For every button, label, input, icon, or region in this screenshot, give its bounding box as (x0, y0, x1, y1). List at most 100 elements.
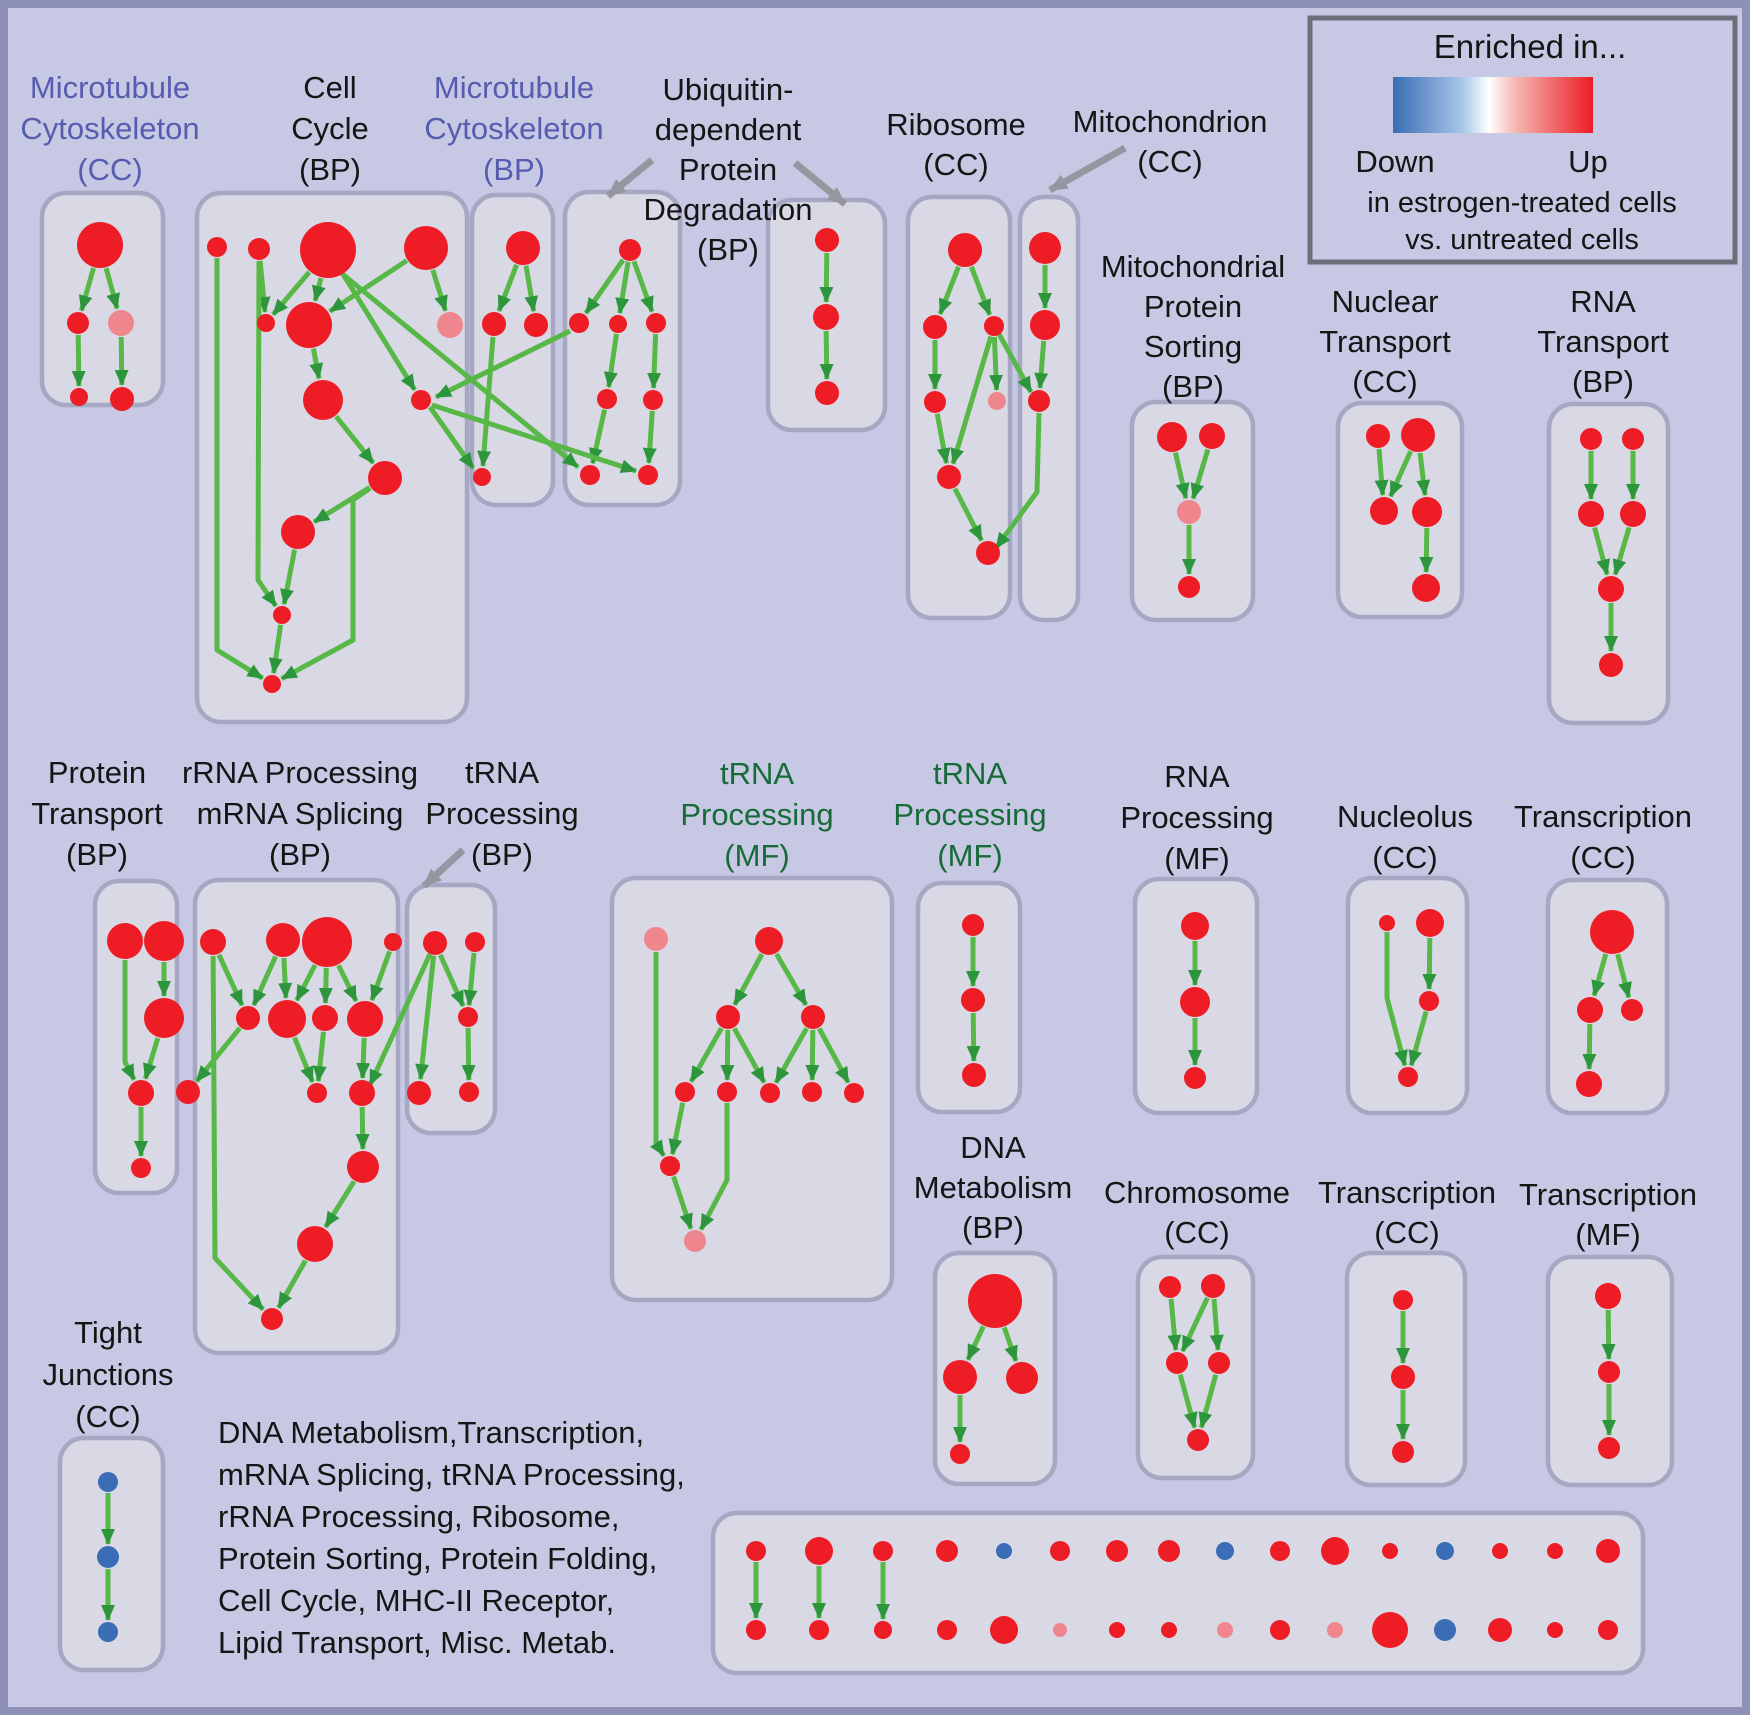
cluster-label-ubiquitin-degradation-bp-1: Degradation (644, 192, 813, 227)
graph-edge (1419, 527, 1434, 573)
graph-node-red (67, 312, 89, 334)
graph-node-red (1598, 576, 1624, 602)
cluster-label-rna-processing-mf: (MF) (1164, 841, 1229, 876)
graph-node-red (755, 927, 783, 955)
cross-cluster-edge (993, 412, 1042, 550)
cluster-label-trna-processing-mf-1: tRNA (720, 756, 794, 791)
graph-node-blue (98, 1472, 118, 1492)
cluster-label-ribosome-cc: Ribosome (886, 107, 1026, 142)
graph-edge (336, 964, 359, 1003)
graph-node-red (962, 914, 984, 936)
graph-node-red (948, 233, 982, 267)
cluster-label-microtubule-cytoskeleton-bp: (BP) (483, 152, 545, 187)
cluster-label-rna-transport-bp: RNA (1570, 284, 1636, 319)
annotation-arrows-layer (421, 144, 1127, 889)
cluster-label-ubiquitin-degradation-bp-1: dependent (655, 112, 802, 147)
graph-node-pink (1053, 1623, 1067, 1637)
cluster-label-dna-metabolism-bp: Metabolism (914, 1170, 1073, 1205)
graph-edge (1388, 450, 1413, 498)
graph-edge (523, 265, 539, 313)
cluster-label-ubiquitin-degradation-bp-1: Protein (679, 152, 777, 187)
graph-node-red (1161, 1622, 1177, 1638)
graph-edge (1034, 340, 1049, 389)
cluster-box-misc-enriched-terms (710, 1510, 1646, 1676)
graph-edge (642, 410, 657, 464)
cluster-label-nuclear-transport-cc: Transport (1319, 324, 1451, 359)
cluster-label-protein-transport-bp: Transport (31, 796, 163, 831)
graph-node-red (1547, 1622, 1563, 1638)
graph-edge (280, 549, 298, 606)
cluster-label-chromosome-cc: (CC) (1164, 1215, 1229, 1250)
graph-edge (1582, 1023, 1597, 1070)
graph-edge (819, 330, 834, 380)
cluster-label-nuclear-transport-cc: (CC) (1352, 364, 1417, 399)
cluster-label-mitochondrial-protein-sorting-bp: Mitochondrial (1101, 249, 1285, 284)
graph-edge (280, 486, 372, 681)
graph-node-red (643, 390, 663, 410)
graph-node-red (961, 988, 985, 1012)
legend-down-label: Down (1355, 144, 1434, 179)
graph-node-red (312, 1005, 338, 1031)
graph-edge (649, 952, 666, 1158)
graph-node-pink (108, 310, 134, 336)
graph-node-red (248, 238, 270, 260)
graph-edge (819, 252, 834, 303)
graph-edge (732, 953, 765, 1006)
cluster-label-rna-transport-bp: Transport (1537, 324, 1669, 359)
legend-box (1307, 15, 1738, 265)
graph-edge (278, 957, 293, 999)
graph-node-red (962, 1063, 986, 1087)
graph-node-red (1208, 1352, 1230, 1374)
cluster-label-chromosome-cc: Chromosome (1104, 1175, 1290, 1210)
graph-node-red (646, 313, 666, 333)
graph-node-red (1547, 1543, 1563, 1559)
graph-edge (143, 1037, 161, 1080)
graph-edge (496, 263, 519, 312)
graph-node-red (968, 1274, 1022, 1328)
graph-edge (647, 333, 662, 389)
graph-node-red (347, 1151, 379, 1183)
graph-edge (1177, 1373, 1198, 1429)
cluster-box-ubiquitin-degradation-bp-1 (562, 189, 683, 508)
graph-node-red (257, 314, 275, 332)
graph-edge (438, 953, 466, 1008)
graph-node-red (1180, 987, 1210, 1017)
graph-node-red (458, 1007, 478, 1027)
graph-node-red (873, 1541, 893, 1561)
cross-cluster-edge (367, 952, 433, 1087)
graph-node-red (266, 923, 300, 957)
graph-node-red (368, 461, 402, 495)
note-line: rRNA Processing, Ribosome, (218, 1499, 619, 1534)
cluster-box-transcription-cc-row2 (1545, 877, 1670, 1116)
graph-node-red (1577, 997, 1603, 1023)
graph-edge (71, 334, 86, 387)
cluster-label-rna-processing-mf: RNA (1164, 759, 1230, 794)
graph-node-red (716, 1005, 740, 1029)
graph-node-pink (684, 1230, 706, 1252)
graph-edge (328, 258, 409, 314)
cluster-label-rna-transport-bp: (BP) (1572, 364, 1634, 399)
note-line: DNA Metabolism,Transcription, (218, 1415, 644, 1450)
graph-nodes-layer (67, 222, 1646, 1648)
graph-node-blue (1436, 1542, 1454, 1560)
graph-edge (1001, 1326, 1019, 1362)
graph-node-red (384, 933, 402, 951)
cluster-label-trna-processing-mf-2: (MF) (937, 838, 1002, 873)
cluster-label-microtubule-cytoskeleton-bp: Microtubule (434, 70, 594, 105)
graph-edge (671, 1175, 694, 1230)
graph-node-red (1419, 991, 1439, 1011)
graph-node-red (943, 1360, 977, 1394)
graph-edge (1173, 452, 1190, 500)
graph-edge (1198, 1373, 1219, 1429)
graph-edge (1601, 1309, 1616, 1360)
graph-edge (969, 265, 993, 316)
cluster-label-trna-processing-bp: (BP) (471, 837, 533, 872)
graph-node-red (874, 1621, 892, 1639)
graph-node-blue (1216, 1542, 1234, 1560)
graph-edge (732, 1027, 767, 1084)
graph-node-red (1270, 1541, 1290, 1561)
cluster-label-protein-transport-bp: Protein (48, 755, 146, 790)
cluster-label-trna-processing-mf-2: Processing (893, 797, 1046, 832)
